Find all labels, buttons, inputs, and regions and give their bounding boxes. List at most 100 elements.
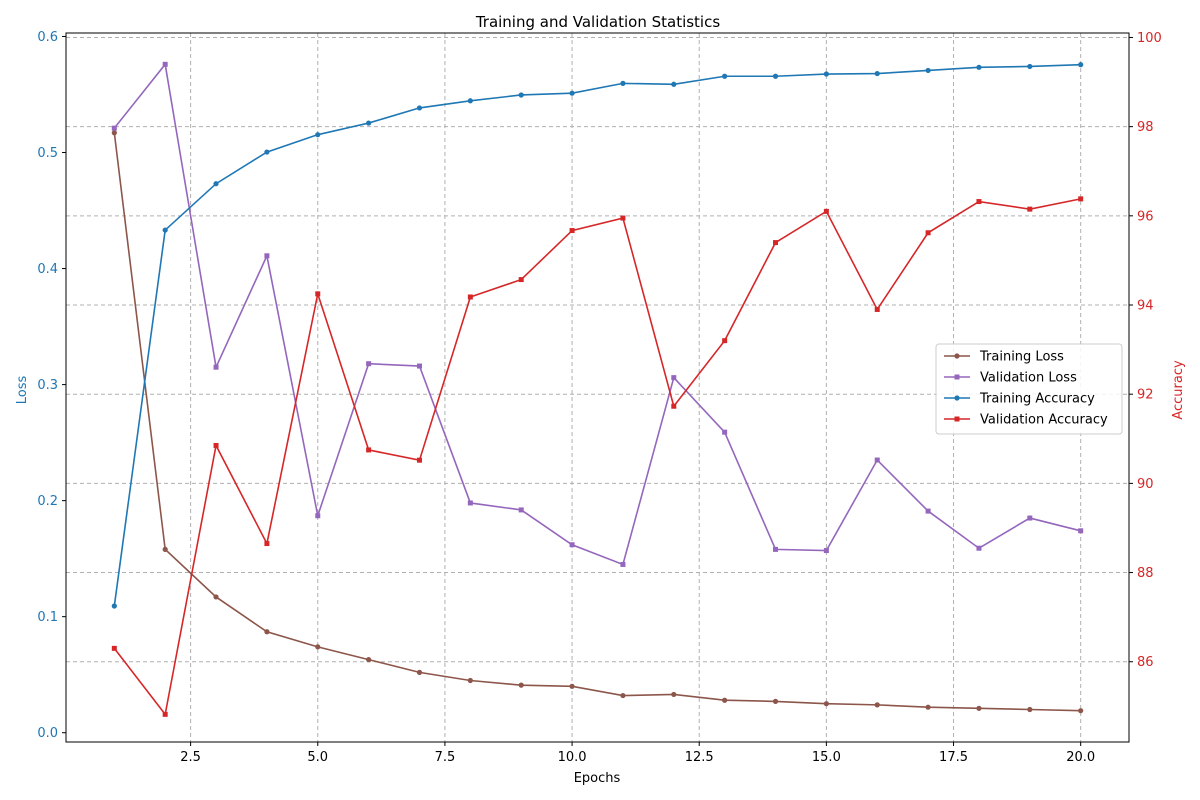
data-point [722,697,728,703]
legend-label: Training Loss [979,350,1064,365]
legend-label: Training Accuracy [979,392,1095,407]
y-left-tick-label: 0.4 [37,262,58,277]
y-axis-right-label: Accuracy [1171,360,1186,420]
data-point [569,228,575,234]
x-tick-label: 15.0 [812,750,841,765]
legend: Training Loss Validation Loss Training Acc… [935,343,1123,435]
data-point [773,240,779,246]
data-point [671,81,677,87]
data-point [671,691,677,698]
data-point [162,227,168,233]
data-point [162,711,168,717]
x-tick-label: 17.5 [939,750,968,765]
grid-lines [66,33,1129,742]
y-right-tick-label: 86 [1137,655,1154,670]
legend-box [935,343,1123,435]
series-line-validation-loss [113,62,1081,566]
x-tick-label: 5.0 [307,750,328,765]
data-point [467,98,473,104]
chart-title: Training and Validation Statistics [475,13,721,31]
data-point [925,67,931,74]
data-point [925,508,931,514]
data-point [772,698,779,704]
legend-item: Validation Accuracy [944,413,1108,428]
data-point [315,644,321,650]
y-right-tick-label: 96 [1137,209,1154,224]
y-left-tick-label: 0.3 [37,378,58,393]
data-point [569,542,575,548]
data-point [366,657,372,663]
data-point [467,500,473,506]
data-point [722,338,728,344]
data-point [213,181,219,187]
data-point [620,692,626,699]
data-point [416,457,422,463]
x-tick-label: 12.5 [685,750,714,765]
legend-marker [954,395,960,401]
data-point [518,682,524,688]
y-right-tick-label: 94 [1137,299,1154,314]
series-line-validation-accuracy [113,198,1081,717]
y-right-tick-label: 92 [1137,388,1154,403]
y-right-tick-label: 88 [1137,566,1154,581]
series-validation-accuracy [111,196,1084,717]
data-point [416,363,422,369]
data-point [874,702,880,708]
data-point [773,546,779,552]
data-point [620,561,626,567]
legend-marker [954,416,960,422]
y-left-tick-label: 0.5 [37,146,58,161]
data-point [976,545,982,551]
data-point [569,683,575,689]
data-point [976,64,982,70]
data-point [111,125,117,131]
data-point [1078,62,1084,68]
data-point [111,645,117,651]
y-left-tick-label: 0.2 [37,494,58,509]
data-point [874,70,880,77]
data-point [823,701,829,707]
legend-marker [954,353,960,359]
data-point [213,364,219,370]
data-point [569,90,575,96]
data-point [467,294,473,300]
legend-item: Training Loss [944,350,1064,365]
data-point [366,361,372,367]
data-point [620,80,626,86]
data-point [111,130,117,136]
data-point [518,507,524,513]
data-point [1078,528,1084,534]
data-point [315,513,321,519]
data-point [264,629,270,635]
data-point [315,132,321,138]
series-layer [111,61,1084,717]
data-point [874,306,880,312]
data-point [823,71,829,77]
series-training-loss [111,130,1084,714]
legend-item: Training Accuracy [944,392,1095,407]
data-point [213,442,219,448]
data-point [518,277,524,283]
data-point [1027,515,1033,521]
data-point [976,705,982,711]
plot-frame [65,32,1130,743]
x-axis-label: Epochs [574,771,621,786]
x-axis: 2.5 5.0 7.5 10.0 12.5 15.0 17.5 20.0 [180,742,1095,765]
y-left-tick-label: 0.1 [37,610,58,625]
y-left-tick-label: 0.0 [37,726,58,741]
data-point [722,429,728,435]
y-right-tick-label: 100 [1137,31,1162,46]
x-tick-label: 7.5 [435,750,456,765]
data-point [315,291,321,297]
y-right-tick-label: 98 [1137,120,1154,135]
legend-item: Validation Loss [944,371,1077,386]
data-point [1078,708,1084,714]
data-point [1078,196,1084,202]
series-validation-loss [111,61,1084,567]
data-point [671,403,677,409]
data-point [264,253,270,259]
data-point [518,92,524,98]
legend-label: Validation Loss [980,371,1077,386]
data-point [467,677,473,684]
